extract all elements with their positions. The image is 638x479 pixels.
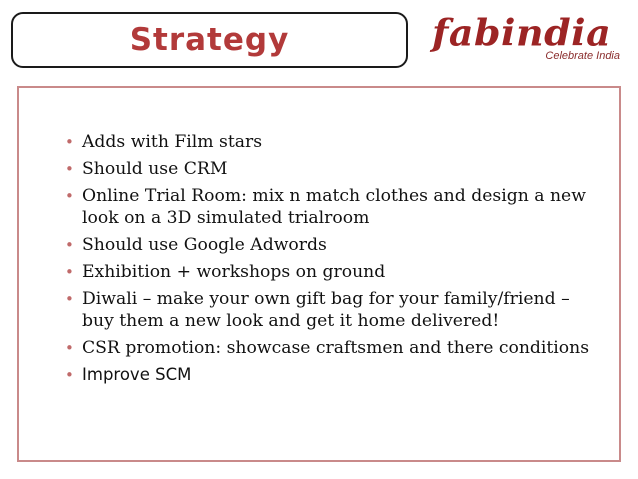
list-item: • Online Trial Room: mix n match clothes… — [65, 185, 605, 229]
list-item-text: CSR promotion: showcase craftsmen and th… — [82, 338, 590, 358]
bullet-icon: • — [65, 236, 74, 254]
brand-tagline: Celebrate India — [545, 50, 620, 62]
bullet-icon: • — [65, 339, 74, 357]
bullet-icon: • — [65, 366, 74, 384]
list-item: • CSR promotion: showcase craftsmen and … — [65, 337, 605, 359]
list-item-text: Should use CRM — [82, 159, 228, 179]
slide-title: Strategy — [129, 22, 290, 58]
list-item: • Improve SCM — [65, 364, 605, 386]
bullet-icon: • — [65, 160, 74, 178]
brand-logo-wordmark: fabindia — [432, 11, 612, 54]
bullet-list: • Adds with Film stars • Should use CRM … — [65, 131, 605, 391]
list-item-text: Improve SCM — [82, 365, 192, 384]
list-item-text: Should use Google Adwords — [82, 235, 327, 255]
list-item-text: Exhibition + workshops on ground — [82, 262, 386, 282]
list-item: • Diwali – make your own gift bag for yo… — [65, 288, 605, 332]
list-item: • Should use Google Adwords — [65, 234, 605, 256]
list-item-text: Adds with Film stars — [82, 132, 263, 152]
bullet-icon: • — [65, 187, 74, 205]
title-box: Strategy — [11, 12, 408, 68]
content-box: • Adds with Film stars • Should use CRM … — [17, 86, 621, 462]
list-item: • Should use CRM — [65, 158, 605, 180]
list-item-text: Online Trial Room: mix n match clothes a… — [82, 186, 586, 228]
list-item: • Exhibition + workshops on ground — [65, 261, 605, 283]
list-item-text: Diwali – make your own gift bag for your… — [82, 289, 570, 331]
bullet-icon: • — [65, 290, 74, 308]
brand-logo: fabindia Celebrate India — [430, 10, 626, 66]
bullet-icon: • — [65, 263, 74, 281]
bullet-icon: • — [65, 133, 74, 151]
list-item: • Adds with Film stars — [65, 131, 605, 153]
